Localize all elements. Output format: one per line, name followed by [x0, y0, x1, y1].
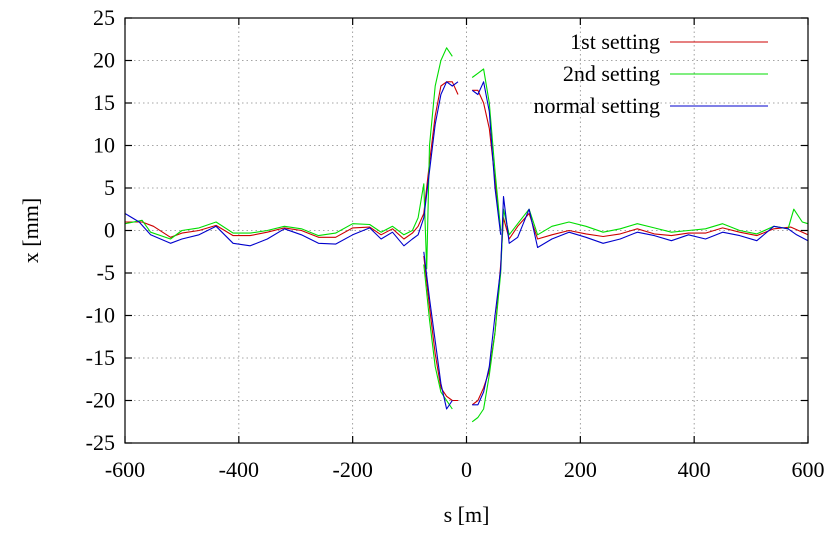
legend-label: normal setting — [534, 93, 660, 118]
x-tick-label: -200 — [333, 457, 373, 482]
series-line-segment — [423, 255, 458, 402]
y-tick-label: -5 — [97, 260, 115, 285]
y-axis-label: x [mm] — [18, 198, 43, 263]
y-tick-label: 5 — [104, 175, 115, 200]
y-tick-label: -15 — [86, 345, 115, 370]
x-tick-label: 600 — [792, 457, 825, 482]
series-line-segment — [472, 89, 502, 231]
grid-lines — [125, 18, 808, 443]
legend-label: 1st setting — [570, 29, 660, 54]
legend-label: 2nd setting — [563, 61, 660, 86]
series-line-segment — [471, 68, 502, 231]
series-lines — [124, 47, 809, 423]
x-tick-label: 0 — [461, 457, 472, 482]
legend: 1st setting 2nd setting normal setting — [534, 29, 768, 118]
series-normal-setting — [124, 81, 809, 410]
x-tick-label: 200 — [564, 457, 597, 482]
y-tick-label: -20 — [86, 388, 115, 413]
series-line-segment — [423, 264, 453, 410]
series-line-segment — [124, 47, 453, 270]
series-2nd-setting — [124, 47, 809, 423]
axis-ticks: -600 -400 -200 0 200 400 600 -25 -20 -15 -10 -5 0 5 10… — [86, 5, 825, 482]
series-line-segment — [471, 81, 502, 235]
x-tick-label: -400 — [219, 457, 259, 482]
x-tick-label: 400 — [678, 457, 711, 482]
y-tick-label: 20 — [93, 48, 115, 73]
series-line-segment — [423, 251, 453, 410]
y-tick-label: 15 — [93, 90, 115, 115]
y-tick-label: -25 — [86, 430, 115, 455]
x-axis-label: s [m] — [444, 502, 490, 527]
y-tick-label: 25 — [93, 5, 115, 30]
y-tick-label: 10 — [93, 133, 115, 158]
series-line-segment — [471, 208, 809, 423]
series-line-segment — [124, 81, 459, 247]
y-tick-label: 0 — [104, 218, 115, 243]
series-line-segment — [472, 195, 809, 406]
x-tick-label: -600 — [105, 457, 145, 482]
series-line-segment — [471, 212, 809, 406]
y-tick-label: -10 — [86, 303, 115, 328]
series-line-segment — [125, 81, 459, 240]
